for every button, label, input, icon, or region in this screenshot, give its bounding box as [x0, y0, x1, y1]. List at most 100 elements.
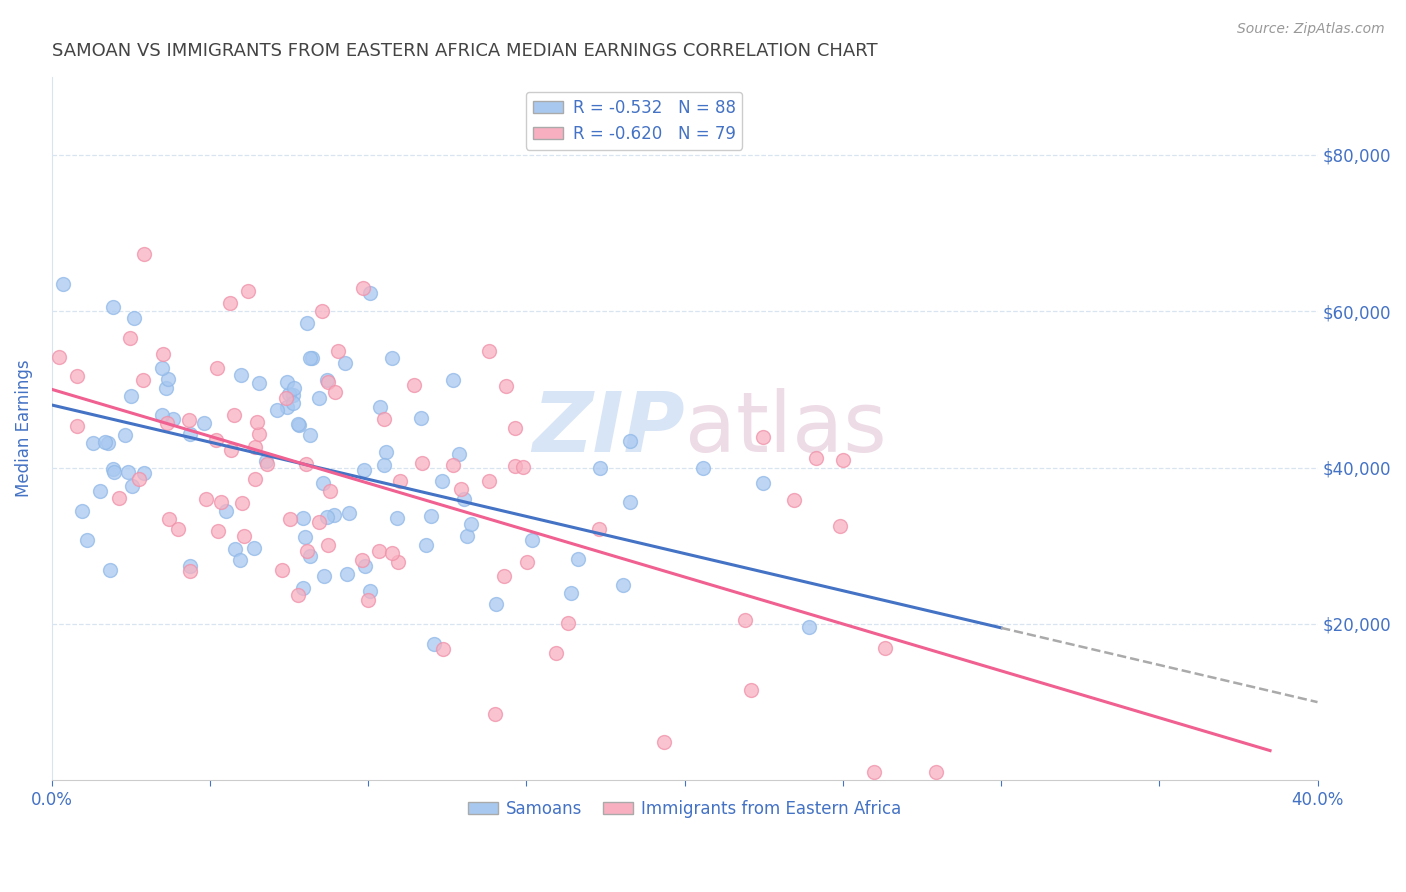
- Point: [388, 474, 411, 488]
- Point: [368, 544, 391, 558]
- Point: [155, 416, 177, 430]
- Point: [301, 351, 323, 365]
- Point: [218, 295, 240, 310]
- Point: [121, 479, 143, 493]
- Point: [207, 524, 229, 538]
- Point: [460, 516, 482, 531]
- Point: [134, 247, 156, 261]
- Point: [132, 373, 155, 387]
- Point: [449, 447, 471, 461]
- Point: [298, 351, 321, 365]
- Point: [219, 443, 242, 458]
- Point: [830, 519, 852, 533]
- Point: [195, 491, 218, 506]
- Point: [128, 472, 150, 486]
- Point: [233, 529, 256, 543]
- Point: [503, 459, 526, 474]
- Point: [276, 375, 298, 389]
- Point: [512, 459, 534, 474]
- Point: [266, 403, 288, 417]
- Point: [247, 376, 270, 390]
- Point: [456, 529, 478, 543]
- Point: [588, 522, 610, 536]
- Point: [278, 386, 301, 401]
- Point: [215, 504, 238, 518]
- Point: [806, 450, 828, 465]
- Point: [503, 421, 526, 435]
- Point: [450, 483, 472, 497]
- Point: [335, 356, 357, 370]
- Point: [374, 444, 396, 458]
- Point: [155, 381, 177, 395]
- Point: [124, 310, 146, 325]
- Point: [157, 512, 180, 526]
- Point: [156, 372, 179, 386]
- Text: atlas: atlas: [685, 388, 886, 469]
- Point: [242, 541, 264, 556]
- Point: [423, 637, 446, 651]
- Point: [193, 416, 215, 430]
- Point: [179, 559, 201, 574]
- Point: [179, 564, 201, 578]
- Point: [283, 381, 305, 395]
- Point: [862, 765, 884, 780]
- Point: [752, 476, 775, 491]
- Point: [295, 316, 318, 330]
- Point: [484, 707, 506, 722]
- Point: [318, 484, 340, 499]
- Point: [247, 427, 270, 442]
- Point: [381, 545, 404, 559]
- Point: [276, 400, 298, 414]
- Point: [276, 392, 298, 406]
- Point: [783, 493, 806, 508]
- Point: [281, 388, 304, 402]
- Point: [432, 474, 454, 488]
- Point: [103, 465, 125, 479]
- Point: [308, 515, 330, 529]
- Point: [66, 418, 89, 433]
- Point: [740, 682, 762, 697]
- Point: [478, 343, 501, 358]
- Point: [66, 369, 89, 384]
- Point: [243, 440, 266, 454]
- Point: [567, 552, 589, 566]
- Point: [162, 412, 184, 426]
- Point: [560, 586, 582, 600]
- Point: [359, 285, 381, 300]
- Point: [692, 461, 714, 475]
- Point: [89, 483, 111, 498]
- Point: [94, 435, 117, 450]
- Point: [254, 454, 277, 468]
- Point: [297, 543, 319, 558]
- Point: [387, 555, 409, 569]
- Point: [82, 436, 104, 450]
- Point: [231, 496, 253, 510]
- Point: [256, 457, 278, 471]
- Point: [315, 509, 337, 524]
- Point: [316, 376, 339, 390]
- Point: [76, 533, 98, 547]
- Point: [387, 511, 409, 525]
- Point: [222, 409, 245, 423]
- Point: [415, 538, 437, 552]
- Point: [495, 379, 517, 393]
- Point: [205, 360, 228, 375]
- Text: SAMOAN VS IMMIGRANTS FROM EASTERN AFRICA MEDIAN EARNINGS CORRELATION CHART: SAMOAN VS IMMIGRANTS FROM EASTERN AFRICA…: [52, 42, 877, 60]
- Text: Source: ZipAtlas.com: Source: ZipAtlas.com: [1237, 22, 1385, 37]
- Point: [98, 563, 121, 577]
- Point: [799, 620, 821, 634]
- Point: [179, 427, 201, 442]
- Point: [311, 304, 333, 318]
- Point: [516, 555, 538, 569]
- Point: [337, 506, 360, 520]
- Point: [224, 542, 246, 557]
- Point: [152, 361, 174, 376]
- Point: [231, 368, 253, 383]
- Point: [167, 522, 190, 536]
- Point: [520, 533, 543, 548]
- Point: [246, 415, 269, 429]
- Point: [72, 503, 94, 517]
- Point: [411, 410, 433, 425]
- Text: ZIP: ZIP: [531, 388, 685, 469]
- Point: [485, 597, 508, 611]
